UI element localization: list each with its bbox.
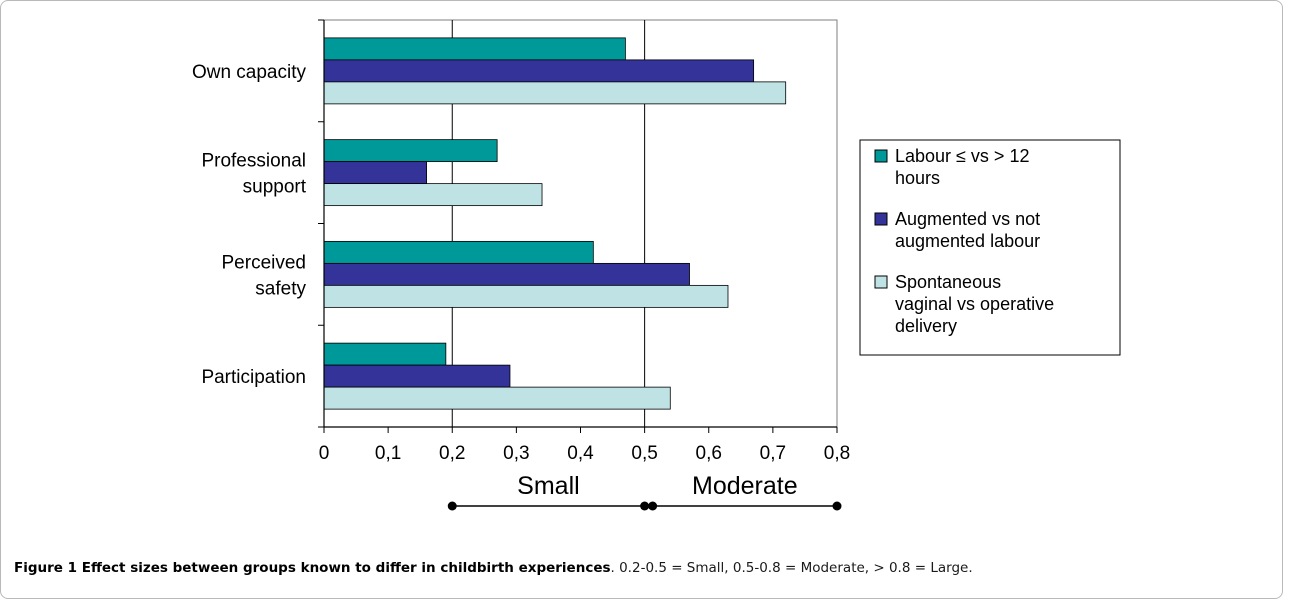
legend-label: Labour ≤ vs > 12 hours [895,146,1029,188]
category-label: Own capacity [192,62,307,83]
legend-swatch [874,149,888,163]
x-tick-label: 0,5 [631,443,657,464]
x-tick-label: 0 [319,443,330,464]
bar [323,284,729,308]
x-tick-label: 0,7 [760,443,786,464]
effect-range-endpoint [648,501,658,511]
bar [323,161,427,185]
bar [323,183,543,207]
bar [323,59,755,83]
bar [323,240,594,264]
bar [323,342,447,366]
effect-range-label: Moderate [692,472,798,500]
x-tick-label: 0,6 [696,443,722,464]
category-label: Professional support [201,151,306,198]
x-tick-label: 0,3 [503,443,529,464]
x-tick-label: 0,2 [439,443,465,464]
legend-swatch [874,275,888,289]
bar [323,81,787,105]
figure-caption: Figure 1 Effect sizes between groups kno… [14,560,1274,576]
category-label: Perceived safety [222,252,307,299]
effect-range-endpoint [447,501,457,511]
bar-chart: Own capacity Professional support Perceived… [192,19,1121,511]
x-tick-label: 0,8 [824,443,850,464]
legend-box [859,139,1121,356]
effect-range-label: Small [517,472,580,500]
bar [323,139,498,163]
caption-text: . 0.2-0.5 = Small, 0.5-0.8 = Moderate, >… [610,560,973,576]
bar [323,364,511,388]
bar [323,37,626,61]
x-tick-label: 0,4 [567,443,594,464]
legend-swatch [874,212,888,226]
caption-title: Figure 1 Effect sizes between groups kno… [14,560,611,576]
effect-range-endpoint [640,501,650,511]
legend-label: Augmented vs not augmented labour [895,209,1040,251]
category-label: Participation [201,367,306,388]
effect-range-endpoint [832,501,842,511]
legend-label: Spontaneous vaginal vs operative delivery [895,272,1054,336]
x-tick-label: 0,1 [375,443,401,464]
bar [323,386,671,410]
bar [323,262,690,286]
